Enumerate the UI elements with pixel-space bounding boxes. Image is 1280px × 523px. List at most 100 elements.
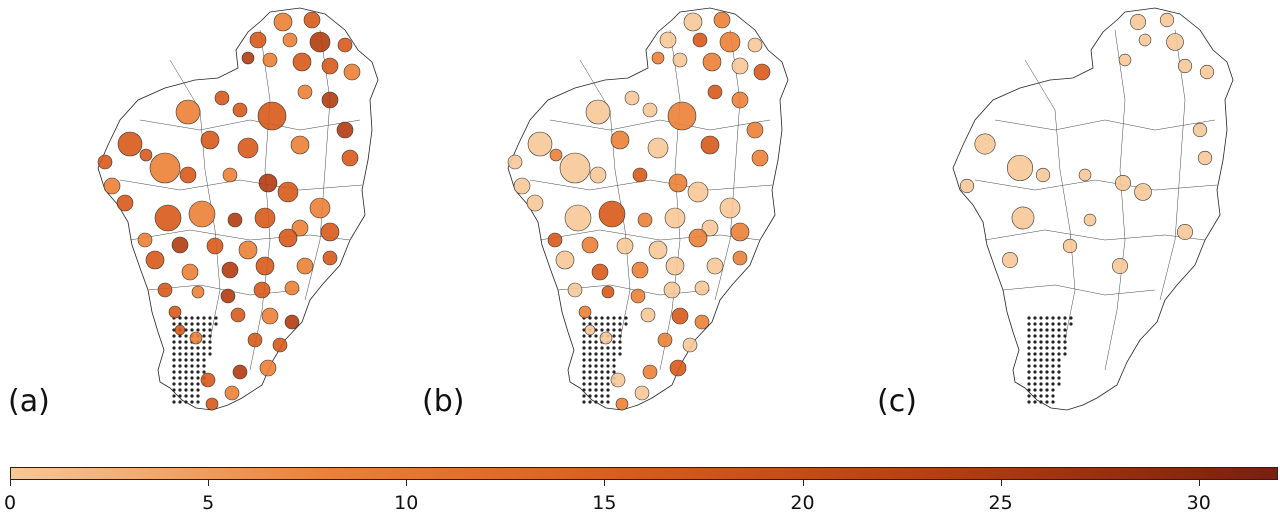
urban-dot: [1033, 340, 1037, 344]
urban-dot: [208, 352, 212, 356]
urban-dot: [190, 328, 194, 332]
station-bubble: [1083, 213, 1097, 227]
urban-dot: [190, 364, 194, 368]
urban-dot: [214, 316, 218, 320]
urban-dot: [1045, 364, 1049, 368]
urban-dot: [612, 334, 616, 338]
subbasin-boundary: [1002, 284, 1156, 296]
urban-dot: [612, 358, 616, 362]
urban-dot: [588, 388, 592, 392]
urban-dot: [1051, 328, 1055, 332]
urban-dot: [600, 376, 604, 380]
urban-dot: [582, 400, 586, 404]
panel-label-b: (b): [422, 384, 465, 419]
urban-dot: [582, 322, 586, 326]
urban-dot: [1039, 340, 1043, 344]
urban-dot: [618, 346, 622, 350]
urban-dot: [1033, 352, 1037, 356]
urban-dot: [1039, 364, 1043, 368]
urban-dot: [606, 400, 610, 404]
station-bubble: [145, 250, 165, 270]
station-bubble: [222, 167, 238, 183]
urban-dot: [172, 340, 176, 344]
urban-dot: [1033, 328, 1037, 332]
urban-dot: [196, 370, 200, 374]
colorbar-tick: [604, 480, 606, 486]
urban-dot: [172, 382, 176, 386]
urban-dot: [1051, 400, 1055, 404]
urban-dot: [582, 364, 586, 368]
station-bubble: [249, 31, 267, 49]
urban-dot: [1045, 340, 1049, 344]
station-bubble: [309, 31, 331, 53]
subbasin-boundary: [714, 29, 741, 301]
urban-dot: [178, 388, 182, 392]
urban-dot: [588, 382, 592, 386]
urban-dot: [600, 400, 604, 404]
map-a-svg: [97, 7, 379, 411]
station-bubble: [337, 37, 353, 53]
subbasin-boundary: [994, 119, 1216, 131]
urban-dot: [184, 358, 188, 362]
urban-dot: [184, 388, 188, 392]
urban-dot: [1045, 316, 1049, 320]
urban-dot: [594, 346, 598, 350]
urban-dot: [208, 328, 212, 332]
urban-dot: [1027, 322, 1031, 326]
urban-dot: [196, 388, 200, 392]
urban-dot: [606, 322, 610, 326]
urban-dot: [172, 376, 176, 380]
colorbar-tick: [208, 480, 210, 486]
station-bubble: [589, 166, 607, 184]
station-bubble: [291, 219, 309, 237]
urban-dot: [1045, 346, 1049, 350]
urban-dot: [208, 322, 212, 326]
urban-dot: [1033, 376, 1037, 380]
station-bubble: [527, 131, 553, 157]
station-bubble: [598, 200, 626, 228]
urban-dot: [594, 376, 598, 380]
urban-dot: [184, 346, 188, 350]
urban-dot: [184, 400, 188, 404]
colorbar-tick-label: 0: [3, 492, 17, 514]
urban-dot: [178, 364, 182, 368]
urban-dot: [618, 322, 622, 326]
station-bubble: [262, 52, 278, 68]
station-bubble: [224, 385, 240, 401]
panel-label-c: (c): [877, 384, 917, 419]
urban-dot: [1051, 334, 1055, 338]
station-bubble: [547, 232, 563, 248]
urban-dot: [606, 394, 610, 398]
urban-dot: [196, 394, 200, 398]
urban-dot: [1063, 346, 1067, 350]
station-bubble: [669, 359, 687, 377]
station-bubble: [1062, 238, 1078, 254]
urban-dot: [190, 322, 194, 326]
station-bubble: [1138, 33, 1152, 47]
colorbar-tick: [1000, 480, 1002, 486]
urban-dot: [582, 394, 586, 398]
station-bubble: [630, 288, 646, 304]
urban-dot: [1033, 388, 1037, 392]
station-bubble: [341, 149, 359, 167]
station-bubble: [97, 154, 113, 170]
station-bubble: [591, 263, 609, 281]
urban-dot: [1063, 322, 1067, 326]
urban-dot: [172, 346, 176, 350]
station-bubble: [116, 194, 134, 212]
urban-dot: [1039, 388, 1043, 392]
station-bubble: [730, 222, 750, 242]
station-bubble: [322, 250, 338, 266]
urban-dot: [1033, 364, 1037, 368]
urban-dot: [1039, 346, 1043, 350]
basin-outline: [507, 7, 789, 411]
station-bubble: [1078, 168, 1092, 182]
urban-dot: [1039, 316, 1043, 320]
station-bubble: [1130, 14, 1146, 30]
colorbar-tick: [802, 480, 804, 486]
urban-dot: [1045, 388, 1049, 392]
station-bubble: [321, 91, 339, 109]
urban-dot: [196, 346, 200, 350]
urban-dot: [202, 340, 206, 344]
station-bubble: [610, 372, 626, 388]
